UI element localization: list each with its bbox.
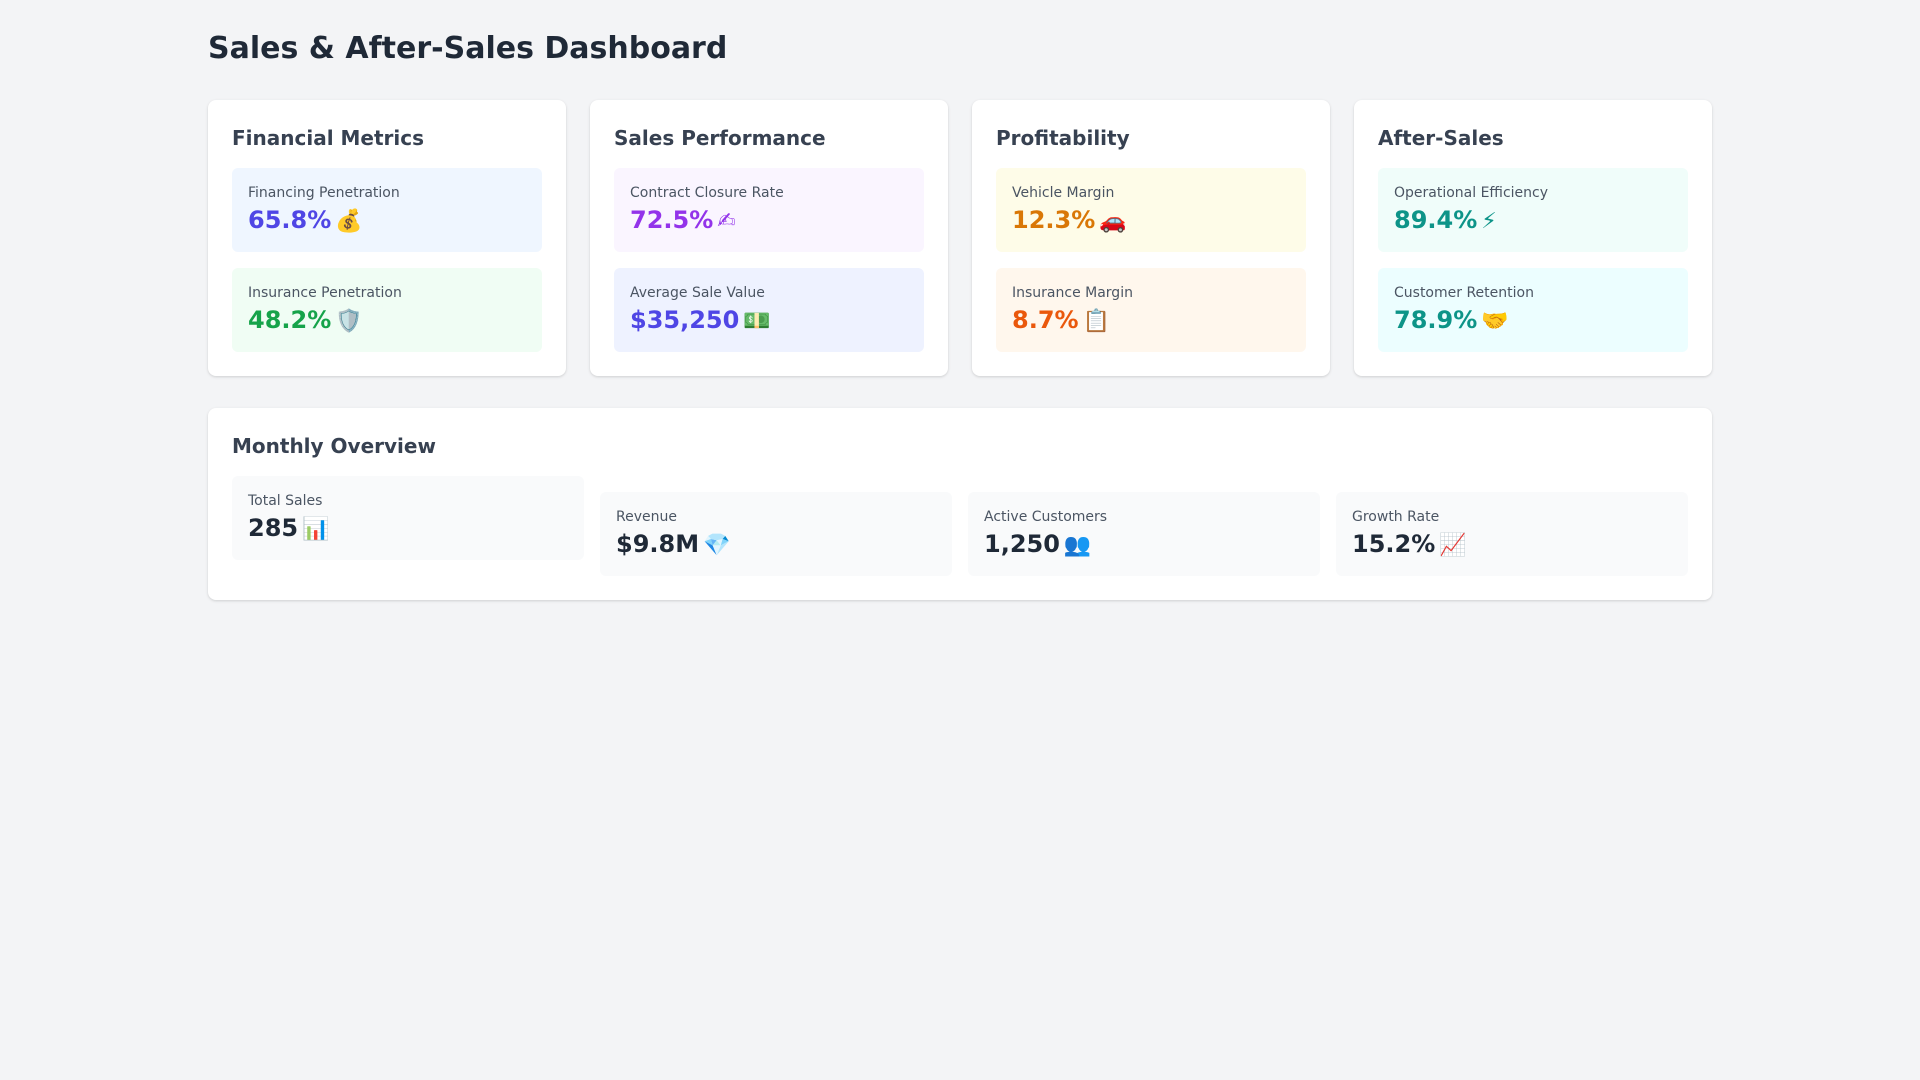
- metric-contract-closure-rate: Contract Closure Rate 72.5% ✍: [614, 168, 924, 252]
- gem-icon: 💎: [703, 533, 731, 558]
- metric-value-row: $9.8M 💎: [616, 528, 936, 562]
- clipboard-icon: 📋: [1082, 309, 1110, 334]
- metric-value: 12.3%: [1012, 206, 1096, 234]
- metric-value-row: 12.3% 🚗: [1012, 204, 1290, 238]
- page-title: Sales & After-Sales Dashboard: [208, 31, 728, 66]
- card-title: Sales Performance: [614, 126, 826, 150]
- card-sales-performance: Sales Performance Contract Closure Rate …: [590, 100, 948, 376]
- metric-value: 72.5%: [630, 206, 714, 234]
- card-title: Monthly Overview: [232, 434, 436, 458]
- card-profitability: Profitability Vehicle Margin 12.3% 🚗 Insu…: [972, 100, 1330, 376]
- dollar-icon: 💵: [743, 309, 771, 334]
- users-icon: 👥: [1063, 533, 1092, 558]
- metric-label: Active Customers: [984, 509, 1108, 525]
- metric-value: 65.8%: [248, 206, 332, 234]
- metric-value: 48.2%: [248, 306, 332, 334]
- money-bag-icon: 💰: [335, 209, 363, 234]
- metric-customer-retention: Customer Retention 78.9% 🤝: [1378, 268, 1688, 352]
- metric-value-row: 78.9% 🤝: [1394, 304, 1672, 338]
- shield-icon: 🛡️: [335, 309, 363, 334]
- metric-insurance-margin: Insurance Margin 8.7% 📋: [996, 268, 1306, 352]
- metric-value-row: 72.5% ✍: [630, 204, 908, 238]
- card-after-sales: After-Sales Operational Efficiency 89.4%…: [1354, 100, 1712, 376]
- car-icon: 🚗: [1099, 209, 1127, 234]
- card-title: Financial Metrics: [232, 126, 425, 150]
- overview-total-sales: Total Sales 285 📊: [232, 476, 584, 560]
- metric-vehicle-margin: Vehicle Margin 12.3% 🚗: [996, 168, 1306, 252]
- card-title: Profitability: [996, 126, 1130, 150]
- metric-label: Revenue: [616, 509, 677, 525]
- lightning-icon: ⚡: [1481, 209, 1497, 234]
- metric-label: Contract Closure Rate: [630, 185, 784, 201]
- metric-label: Operational Efficiency: [1394, 185, 1549, 201]
- metric-value-row: 48.2% 🛡️: [248, 304, 526, 338]
- metric-value: $9.8M: [616, 530, 700, 558]
- metric-value-row: 65.8% 💰: [248, 204, 526, 238]
- metric-label: Total Sales: [248, 493, 323, 509]
- overview-revenue: Revenue $9.8M 💎: [600, 492, 952, 576]
- metric-value: 1,250: [984, 530, 1060, 558]
- metric-value: 8.7%: [1012, 306, 1079, 334]
- metric-value-row: 1,250 👥: [984, 528, 1304, 562]
- metric-label: Customer Retention: [1394, 285, 1534, 301]
- writing-hand-icon: ✍: [717, 209, 736, 234]
- overview-active-customers: Active Customers 1,250 👥: [968, 492, 1320, 576]
- metric-value-row: $35,250 💵: [630, 304, 908, 338]
- overview-growth-rate: Growth Rate 15.2% 📈: [1336, 492, 1688, 576]
- metric-label: Vehicle Margin: [1012, 185, 1115, 201]
- metric-average-sale-value: Average Sale Value $35,250 💵: [614, 268, 924, 352]
- bar-chart-icon: 📊: [302, 517, 330, 542]
- metric-label: Insurance Penetration: [248, 285, 402, 301]
- metric-label: Average Sale Value: [630, 285, 765, 301]
- card-title: After-Sales: [1378, 126, 1504, 150]
- metric-value: $35,250: [630, 306, 740, 334]
- trending-up-icon: 📈: [1439, 533, 1467, 558]
- metric-label: Insurance Margin: [1012, 285, 1133, 301]
- metric-value: 15.2%: [1352, 530, 1436, 558]
- overview-metrics: Total Sales 285 📊 Revenue $9.8M 💎 Active C…: [232, 476, 1688, 576]
- dashboard: Sales & After-Sales Dashboard Financial …: [208, 0, 1712, 600]
- handshake-icon: 🤝: [1481, 309, 1509, 334]
- metric-operational-efficiency: Operational Efficiency 89.4% ⚡: [1378, 168, 1688, 252]
- metric-financing-penetration: Financing Penetration 65.8% 💰: [232, 168, 542, 252]
- category-cards: Financial Metrics Financing Penetration …: [208, 100, 1712, 376]
- metric-label: Growth Rate: [1352, 509, 1440, 525]
- metric-value: 285: [248, 514, 299, 542]
- metric-insurance-penetration: Insurance Penetration 48.2% 🛡️: [232, 268, 542, 352]
- metric-value-row: 285 📊: [248, 512, 568, 546]
- metric-value-row: 15.2% 📈: [1352, 528, 1672, 562]
- metric-value: 78.9%: [1394, 306, 1478, 334]
- metric-value-row: 89.4% ⚡: [1394, 204, 1672, 238]
- card-financial-metrics: Financial Metrics Financing Penetration …: [208, 100, 566, 376]
- card-monthly-overview: Monthly Overview Total Sales 285 📊 Revenu…: [208, 408, 1712, 600]
- metric-value-row: 8.7% 📋: [1012, 304, 1290, 338]
- metric-value: 89.4%: [1394, 206, 1478, 234]
- metric-label: Financing Penetration: [248, 185, 400, 201]
